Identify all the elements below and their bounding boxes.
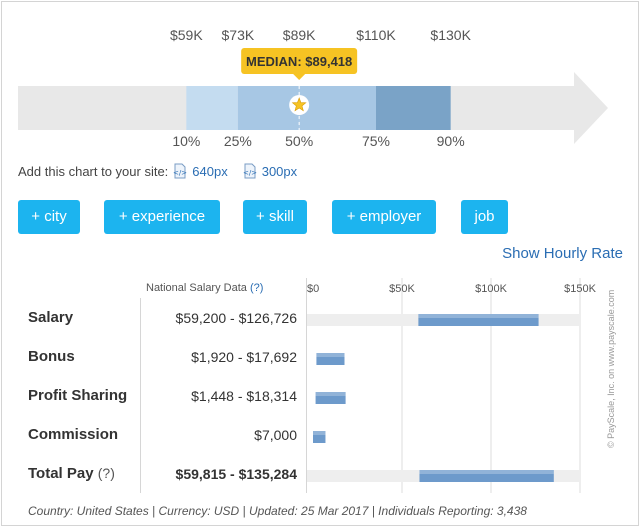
salary-bar-chart: $0 $50K $100K $150K: [307, 278, 597, 493]
range-bar-highlight: [419, 470, 554, 474]
row-label-commission: Commission: [28, 426, 119, 443]
band-10-25: [186, 86, 238, 130]
row-range-total-pay: $59,815 - $135,284: [175, 466, 297, 482]
percentile-label: 90%: [437, 133, 465, 149]
percentile-value-label: $130K: [430, 27, 471, 43]
add-employer-button[interactable]: + employer: [332, 200, 436, 234]
embed-link-300[interactable]: </> 300px: [242, 163, 297, 179]
help-link[interactable]: (?): [249, 282, 264, 294]
percentile-label: 10%: [172, 133, 200, 149]
row-range-bonus: $1,920 - $17,692: [191, 349, 297, 365]
percentile-value-label: $89K: [283, 27, 316, 43]
range-bar: [316, 353, 345, 365]
embed-link-640[interactable]: </> 640px: [172, 163, 228, 179]
row-range-profit-sharing: $1,448 - $18,314: [191, 388, 297, 404]
total-pay-help-link[interactable]: (?): [97, 465, 115, 481]
svg-text:</>: </>: [173, 169, 187, 177]
embed-link-300-label: 300px: [261, 163, 298, 179]
range-bar: [313, 431, 326, 443]
x-tick-label: $100K: [475, 283, 507, 295]
range-bar-highlight: [313, 431, 326, 435]
percentile-value-label: $110K: [356, 27, 396, 43]
band-75-90: [376, 86, 451, 130]
range-bar: [419, 470, 554, 482]
add-city-button[interactable]: + city: [18, 200, 80, 234]
star-icon: [291, 97, 307, 112]
row-label-salary: Salary: [28, 309, 74, 326]
percentile-label: 50%: [285, 133, 313, 149]
embed-code-icon: </>: [243, 163, 257, 179]
median-badge: [241, 48, 358, 74]
table-divider-left: [140, 298, 141, 493]
range-bar-highlight: [418, 314, 539, 318]
range-bar-highlight: [315, 392, 346, 396]
embed-line: Add this chart to your site: </> 640px <…: [18, 163, 297, 179]
row-range-salary: $59,200 - $126,726: [175, 310, 297, 326]
show-hourly-rate-link[interactable]: Show Hourly Rate: [502, 245, 623, 262]
percentile-value-label: $59K: [170, 27, 203, 43]
job-button[interactable]: job: [461, 200, 508, 234]
national-salary-header: National Salary Data (?): [146, 282, 263, 294]
band-25-50: [237, 86, 300, 130]
svg-text:</>: </>: [243, 169, 257, 177]
row-label-total-pay: Total Pay (?): [28, 465, 115, 482]
x-tick-label: $0: [307, 283, 319, 295]
row-label-total-pay-text: Total Pay: [28, 465, 94, 482]
add-skill-button[interactable]: + skill: [243, 200, 307, 234]
payscale-credit: © PayScale, Inc. on www.payscale.com: [606, 289, 616, 448]
row-label-profit-sharing: Profit Sharing: [28, 387, 128, 404]
national-salary-header-text: National Salary Data: [146, 282, 247, 294]
percentile-value-label: $73K: [222, 27, 255, 43]
table-divider-right: [306, 278, 307, 493]
embed-code-icon: </>: [173, 163, 187, 179]
embed-link-640-label: 640px: [192, 163, 228, 179]
percentile-range-chart: $59K 10% $73K 25% $89K 50% $110K 75% $130K 90% MED…: [18, 27, 608, 149]
footer-info: Country: United States | Currency: USD |…: [28, 504, 527, 518]
row-range-commission: $7,000: [254, 427, 297, 443]
x-tick-label: $150K: [564, 283, 596, 295]
median-badge-pointer: [293, 74, 306, 80]
percentile-label: 75%: [362, 133, 390, 149]
row-label-bonus: Bonus: [28, 348, 75, 365]
embed-prompt: Add this chart to your site:: [18, 163, 169, 179]
add-experience-button[interactable]: + experience: [104, 200, 220, 234]
band-50-75: [299, 86, 376, 130]
range-bar: [315, 392, 346, 404]
x-tick-label: $50K: [389, 283, 415, 295]
median-callout: MEDIAN: $89,418: [246, 54, 352, 69]
percentile-label: 25%: [224, 133, 252, 149]
range-bar: [418, 314, 539, 326]
range-bar-highlight: [316, 353, 345, 357]
